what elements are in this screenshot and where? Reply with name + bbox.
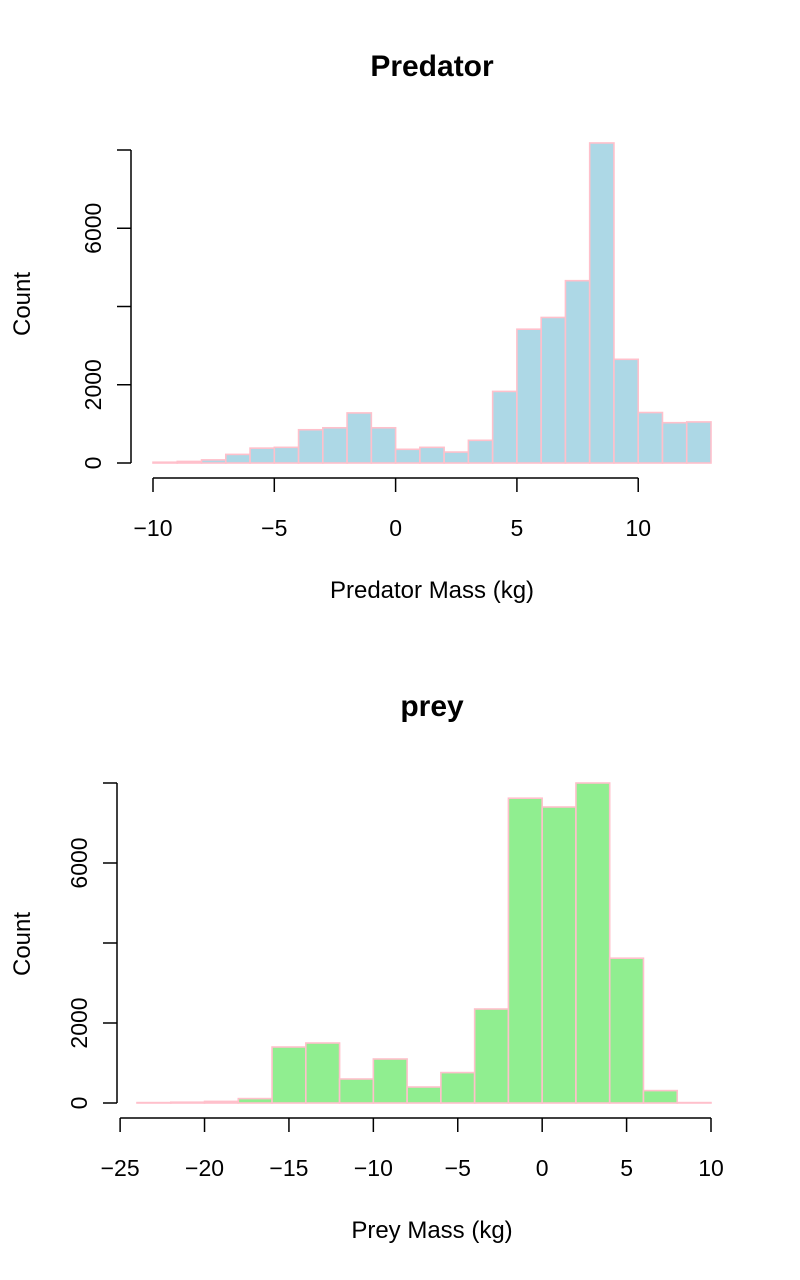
histogram-bar — [588, 142, 615, 464]
y-tick-label: 2000 — [66, 997, 92, 1048]
x-tick-label: −5 — [445, 1155, 471, 1181]
y-axis: 0 2000 6000 — [80, 149, 132, 470]
bars — [136, 782, 712, 1104]
histogram-bar — [346, 412, 373, 464]
histogram-bar — [169, 1101, 206, 1104]
histogram-bar — [249, 447, 276, 464]
x-axis: −25 −20 −15 −10 −5 0 5 10 — [101, 1117, 724, 1181]
histogram-bar — [200, 459, 227, 464]
histogram-bar — [176, 460, 203, 464]
chart-title: prey — [400, 690, 464, 723]
histogram-bar — [152, 461, 179, 464]
histogram-bar — [473, 1008, 510, 1104]
histogram-bar — [661, 421, 688, 464]
histogram-bar — [224, 453, 251, 464]
prey-histogram-panel: prey Prey Mass (kg) Count −25 −20 −15 −10 −5… — [9, 690, 724, 1244]
histogram-bar — [541, 806, 577, 1104]
x-tick-label: 10 — [698, 1155, 724, 1181]
x-tick-label: 5 — [511, 515, 524, 541]
histogram-bar — [564, 279, 591, 464]
histogram-bar — [297, 428, 324, 464]
x-tick-label: −25 — [101, 1155, 140, 1181]
histogram-bar — [338, 1078, 375, 1104]
histogram-bar — [237, 1097, 273, 1104]
x-tick-label: 5 — [620, 1155, 633, 1181]
histogram-bar — [372, 1058, 408, 1104]
y-tick-label: 6000 — [80, 203, 106, 254]
histogram-bar — [516, 328, 542, 464]
x-tick-label: −10 — [133, 515, 172, 541]
y-tick-label: 6000 — [66, 837, 92, 888]
x-tick-label: −10 — [354, 1155, 393, 1181]
chart-title: Predator — [370, 50, 494, 83]
y-tick-label: 2000 — [80, 359, 106, 410]
histogram-bar — [273, 446, 300, 464]
histogram-bar — [540, 316, 567, 464]
histogram-bar — [203, 1100, 240, 1104]
x-axis: −10 −5 0 5 10 — [133, 477, 651, 541]
x-axis-label: Predator Mass (kg) — [330, 577, 534, 604]
histogram-bar — [608, 957, 645, 1104]
histogram-bar — [491, 390, 518, 464]
y-axis: 0 2000 6000 — [66, 782, 118, 1110]
x-tick-label: 0 — [389, 515, 402, 541]
histogram-bar — [613, 358, 640, 464]
x-tick-label: −5 — [261, 515, 287, 541]
x-axis-label: Prey Mass (kg) — [351, 1217, 512, 1244]
histogram-bar — [575, 782, 611, 1104]
histogram-bar — [271, 1046, 307, 1104]
bars — [152, 142, 712, 464]
histogram-bar — [507, 797, 543, 1104]
x-tick-label: −15 — [269, 1155, 308, 1181]
y-tick-label: 0 — [66, 1097, 92, 1110]
predator-histogram-panel: Predator Predator Mass (kg) Count −10 −5 0… — [9, 50, 712, 604]
y-tick-label: 0 — [80, 457, 106, 470]
x-tick-label: 10 — [625, 515, 651, 541]
x-tick-label: 0 — [536, 1155, 549, 1181]
x-tick-label: −20 — [185, 1155, 224, 1181]
histogram-bar — [406, 1086, 442, 1104]
histogram-bar — [440, 1071, 476, 1104]
histogram-bar — [322, 426, 348, 464]
y-axis-label: Count — [9, 272, 36, 336]
histogram-bar — [685, 421, 712, 464]
histogram-bar — [305, 1042, 341, 1104]
histogram-bar — [394, 448, 421, 464]
histogram-bar — [419, 446, 445, 464]
y-axis-label: Count — [9, 912, 36, 976]
histogram-bar — [642, 1089, 679, 1104]
histogram-bar — [370, 426, 397, 464]
histogram-bar — [637, 411, 664, 464]
histogram-bar — [443, 451, 470, 464]
histogram-bar — [467, 439, 494, 464]
